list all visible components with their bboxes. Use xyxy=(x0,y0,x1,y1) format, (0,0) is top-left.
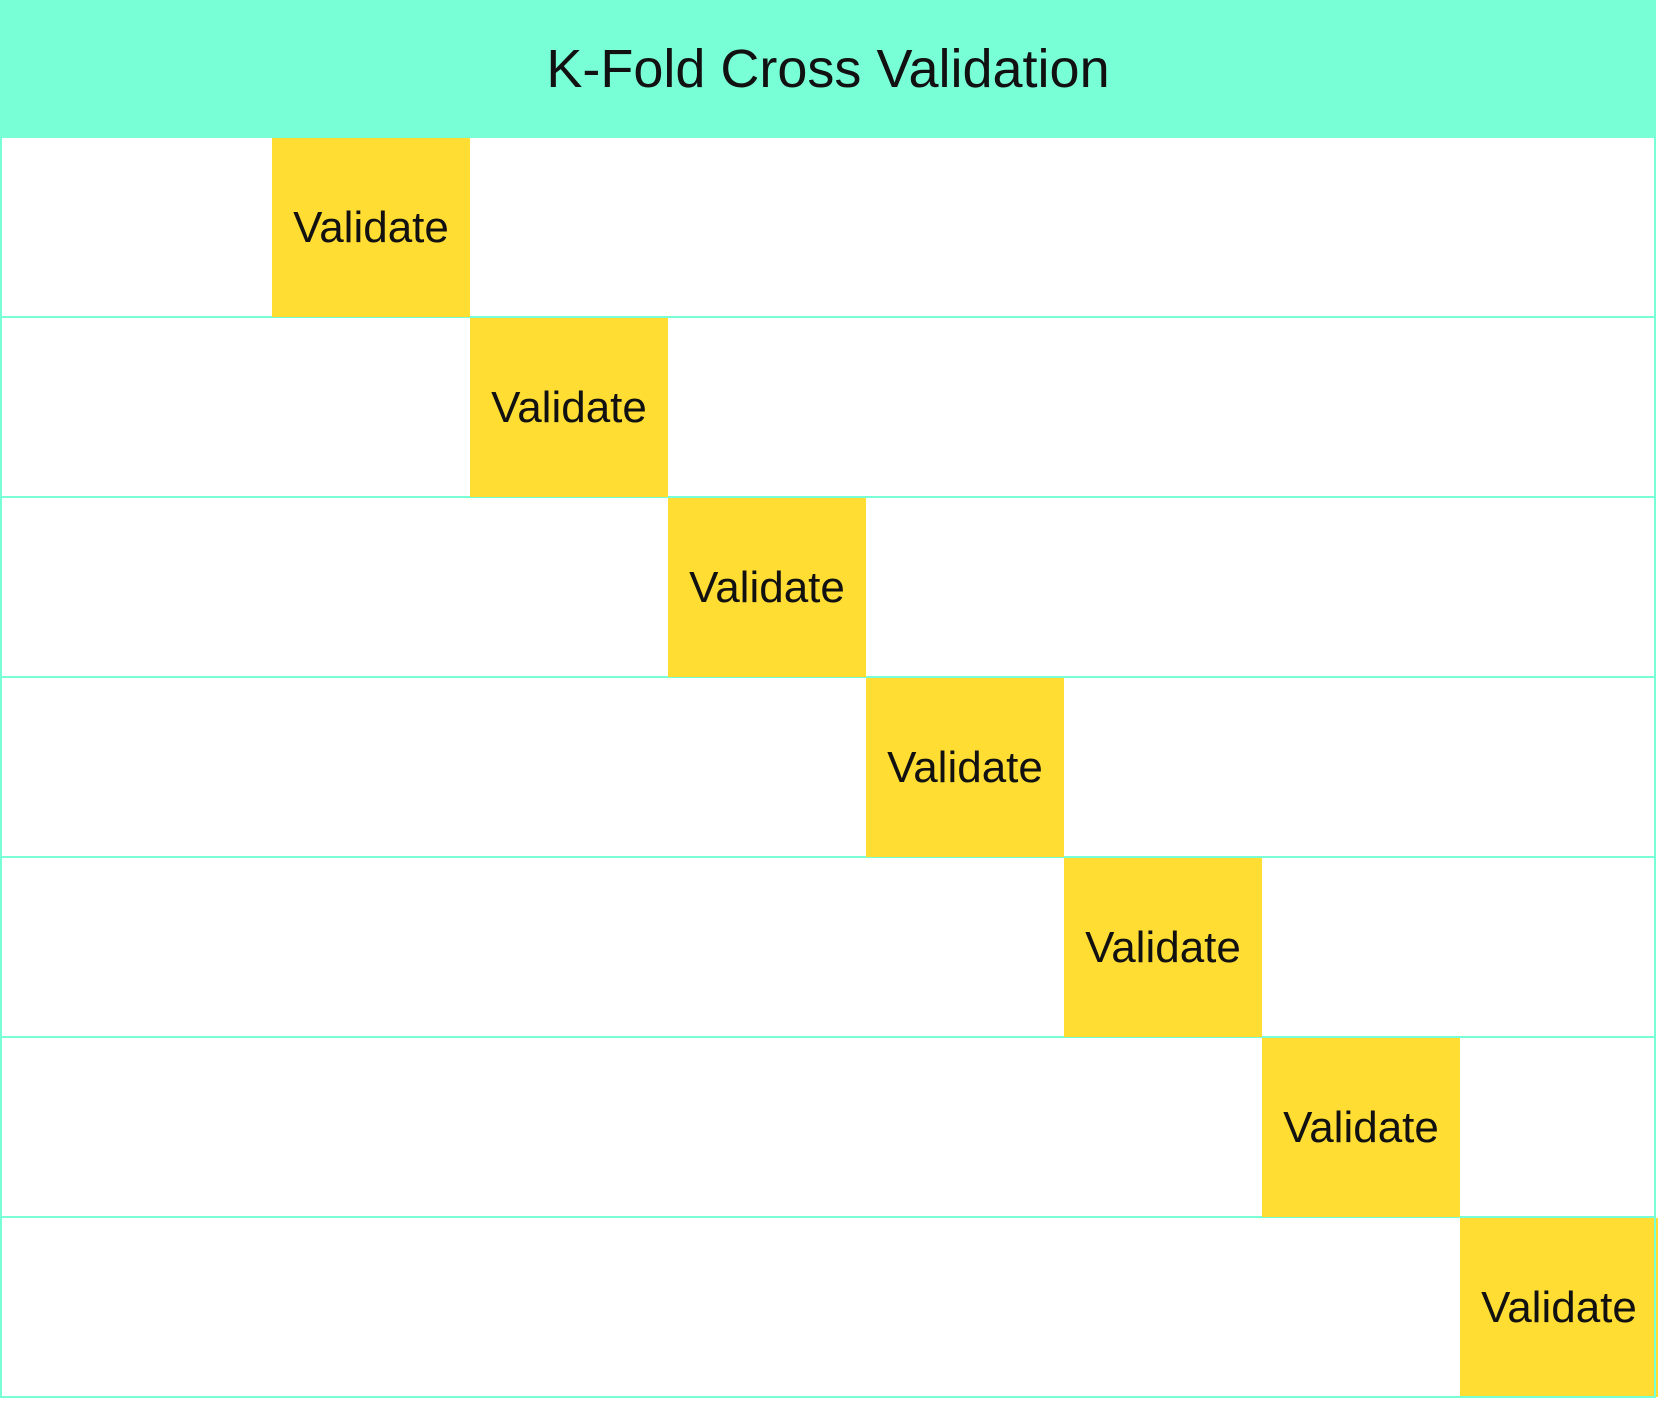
fold-row: Validate xyxy=(0,1038,1656,1218)
validate-block: Validate xyxy=(272,138,470,317)
validate-block: Validate xyxy=(470,318,668,497)
diagram-title: K-Fold Cross Validation xyxy=(0,0,1656,138)
fold-row: Validate xyxy=(0,138,1656,318)
fold-row: Validate xyxy=(0,498,1656,678)
validate-block: Validate xyxy=(1262,1038,1460,1217)
fold-row: Validate xyxy=(0,1218,1658,1398)
validate-block: Validate xyxy=(1064,858,1262,1037)
fold-row: Validate xyxy=(0,858,1656,1038)
validate-block: Validate xyxy=(866,678,1064,857)
validate-block: Validate xyxy=(668,498,866,677)
fold-row: Validate xyxy=(0,678,1656,858)
validate-block: Validate xyxy=(1460,1218,1658,1397)
fold-row: Validate xyxy=(0,318,1656,498)
